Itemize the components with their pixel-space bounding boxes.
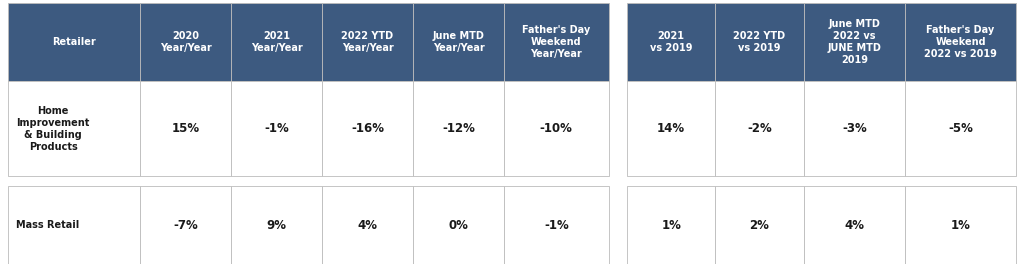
- Text: 14%: 14%: [657, 122, 685, 135]
- Bar: [716, 186, 804, 264]
- Bar: [627, 186, 716, 264]
- Text: -1%: -1%: [544, 219, 568, 232]
- Text: -7%: -7%: [173, 219, 198, 232]
- Bar: [627, 81, 716, 176]
- Text: 15%: 15%: [171, 122, 200, 135]
- Bar: [905, 81, 1016, 176]
- Text: -5%: -5%: [948, 122, 973, 135]
- Text: 2022 YTD
Year/Year: 2022 YTD Year/Year: [341, 31, 393, 53]
- Text: Home
Improvement
& Building
Products: Home Improvement & Building Products: [16, 106, 90, 152]
- Text: 0%: 0%: [449, 219, 468, 232]
- Bar: [804, 186, 905, 264]
- Text: -1%: -1%: [264, 122, 289, 135]
- Bar: [8, 186, 140, 264]
- Bar: [504, 81, 608, 176]
- Bar: [504, 3, 608, 81]
- Bar: [140, 3, 231, 81]
- Bar: [413, 3, 504, 81]
- Text: June MTD
Year/Year: June MTD Year/Year: [432, 31, 484, 53]
- Text: 2022 YTD
vs 2019: 2022 YTD vs 2019: [733, 31, 785, 53]
- Bar: [905, 3, 1016, 81]
- Bar: [413, 186, 504, 264]
- Bar: [231, 3, 322, 81]
- Bar: [716, 3, 804, 81]
- Text: -2%: -2%: [748, 122, 772, 135]
- Text: Retailer: Retailer: [52, 37, 96, 47]
- Bar: [804, 81, 905, 176]
- Text: 1%: 1%: [950, 219, 971, 232]
- Text: June MTD
2022 vs
JUNE MTD
2019: June MTD 2022 vs JUNE MTD 2019: [827, 19, 882, 65]
- Text: 1%: 1%: [662, 219, 681, 232]
- Bar: [8, 3, 140, 81]
- Text: 2%: 2%: [750, 219, 769, 232]
- Bar: [140, 81, 231, 176]
- Bar: [322, 81, 413, 176]
- Bar: [504, 186, 608, 264]
- Bar: [322, 186, 413, 264]
- Text: 2020
Year/Year: 2020 Year/Year: [160, 31, 211, 53]
- Bar: [140, 186, 231, 264]
- Text: -12%: -12%: [442, 122, 475, 135]
- Bar: [716, 81, 804, 176]
- Text: -16%: -16%: [351, 122, 384, 135]
- Text: -3%: -3%: [842, 122, 867, 135]
- Text: 2021
vs 2019: 2021 vs 2019: [650, 31, 692, 53]
- Bar: [8, 81, 140, 176]
- Text: 2021
Year/Year: 2021 Year/Year: [251, 31, 302, 53]
- Bar: [231, 186, 322, 264]
- Bar: [905, 186, 1016, 264]
- Bar: [804, 3, 905, 81]
- Text: Mass Retail: Mass Retail: [16, 220, 80, 230]
- Bar: [231, 81, 322, 176]
- Text: Father's Day
Weekend
Year/Year: Father's Day Weekend Year/Year: [522, 25, 591, 59]
- Bar: [627, 3, 716, 81]
- Bar: [322, 3, 413, 81]
- Bar: [413, 81, 504, 176]
- Text: 4%: 4%: [845, 219, 864, 232]
- Text: -10%: -10%: [540, 122, 572, 135]
- Text: Father's Day
Weekend
2022 vs 2019: Father's Day Weekend 2022 vs 2019: [924, 25, 997, 59]
- Text: 9%: 9%: [266, 219, 287, 232]
- Text: 4%: 4%: [357, 219, 378, 232]
